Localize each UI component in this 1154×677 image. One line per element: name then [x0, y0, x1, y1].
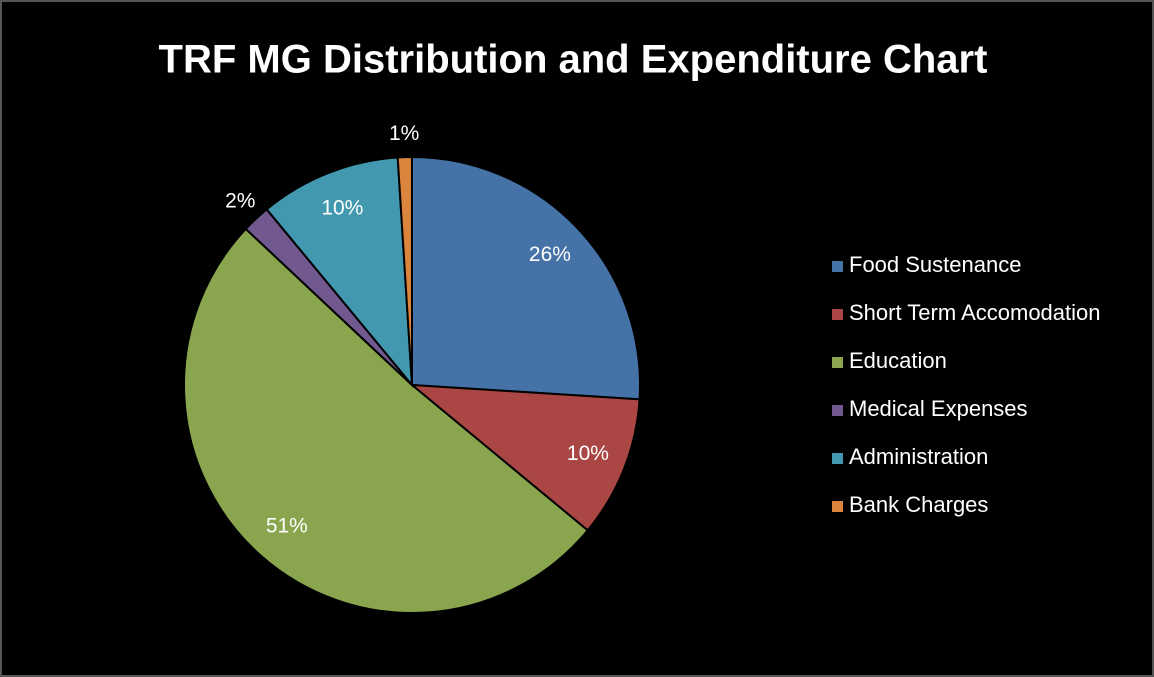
pie-slice — [265, 156, 414, 389]
data-label: 51% — [266, 514, 308, 537]
legend-swatch — [832, 405, 843, 416]
pie-slice — [396, 155, 413, 386]
data-label: 10% — [567, 442, 609, 465]
legend-label: Education — [849, 348, 947, 373]
legend-swatch — [832, 357, 843, 368]
chart-title: TRF MG Distribution and Expenditure Char… — [159, 38, 988, 82]
pie-slice — [411, 155, 641, 401]
data-label: 1% — [389, 122, 419, 145]
legend-swatch — [832, 501, 843, 512]
legend-label: Bank Charges — [849, 492, 988, 517]
data-label: 10% — [321, 197, 363, 220]
data-label: 2% — [225, 190, 255, 213]
legend-label: Food Sustenance — [849, 252, 1021, 277]
pie-slice — [183, 227, 590, 614]
data-label: 26% — [529, 243, 571, 266]
legend-label: Short Term Accomodation — [849, 300, 1101, 325]
legend-swatch — [832, 453, 843, 464]
pie-slice — [408, 383, 641, 532]
legend-swatch — [832, 261, 843, 272]
legend-label: Medical Expenses — [849, 396, 1028, 421]
legend-swatch — [832, 309, 843, 320]
legend-label: Administration — [849, 444, 988, 469]
